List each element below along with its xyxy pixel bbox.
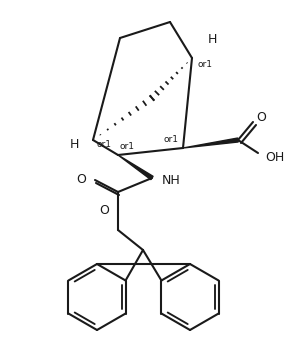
Text: or1: or1 [97, 139, 112, 148]
Text: O: O [99, 204, 109, 217]
Text: or1: or1 [164, 135, 179, 144]
Text: O: O [256, 110, 266, 124]
Text: H: H [70, 138, 79, 150]
Text: or1: or1 [120, 142, 135, 151]
Text: NH: NH [162, 174, 181, 187]
Text: O: O [76, 172, 86, 186]
Text: H: H [208, 33, 217, 46]
Text: OH: OH [265, 150, 284, 164]
Polygon shape [118, 155, 153, 180]
Polygon shape [183, 138, 238, 148]
Text: or1: or1 [198, 60, 213, 69]
